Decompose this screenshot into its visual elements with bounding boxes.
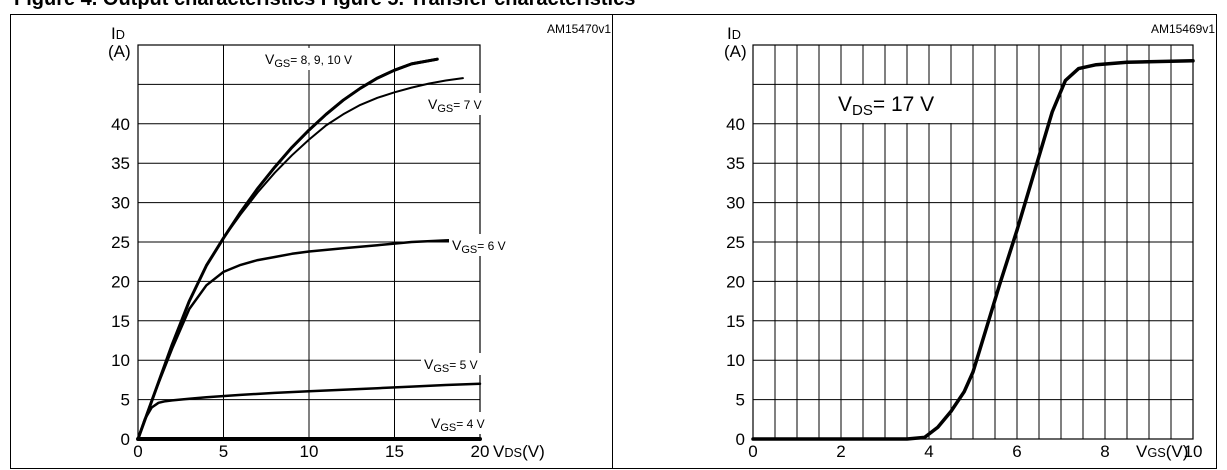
y-tick-label: 30 <box>726 194 745 213</box>
series-label: VGS= 7 V <box>428 96 482 115</box>
y-axis-label: ID <box>727 24 741 43</box>
series-line <box>137 77 464 440</box>
series-label-background <box>262 48 384 70</box>
series-line <box>136 57 439 441</box>
y-tick-label: 30 <box>111 194 130 213</box>
y-tick-label: 20 <box>726 272 745 291</box>
y-tick-label: 25 <box>726 233 745 252</box>
y-tick-label: 40 <box>726 115 745 134</box>
series-line <box>137 57 438 439</box>
series-line <box>137 59 438 441</box>
x-tick-label: 20 <box>471 442 490 461</box>
series-label-background <box>449 234 519 256</box>
y-tick-label: 35 <box>111 154 130 173</box>
figure-code: AM15469v1 <box>1151 22 1215 36</box>
y-tick-label: 10 <box>726 351 745 370</box>
x-tick-label: 0 <box>748 442 757 461</box>
y-tick-label: 15 <box>111 312 130 331</box>
y-tick-label: 25 <box>111 233 130 252</box>
figure-caption: Figure 4. Output characteristics Figure … <box>14 0 635 11</box>
y-tick-label: 15 <box>726 312 745 331</box>
y-tick-label: 5 <box>121 391 130 410</box>
x-tick-label: 15 <box>385 442 404 461</box>
x-axis-label: VGS(V) <box>1136 442 1188 461</box>
x-tick-label: 10 <box>300 442 319 461</box>
plot-frame <box>752 44 1194 440</box>
x-tick-label: 10 <box>1184 442 1203 461</box>
x-tick-label: 8 <box>1100 442 1109 461</box>
series-label: VGS= 4 V <box>431 415 485 434</box>
y-tick-label: 35 <box>726 154 745 173</box>
series-label-background <box>421 353 491 375</box>
series-line <box>136 238 470 441</box>
x-tick-label: 6 <box>1012 442 1021 461</box>
x-tick-label: 0 <box>133 442 142 461</box>
figure-caption-strip: Figure 4. Output characteristics Figure … <box>0 0 1227 14</box>
figure-code: AM15470v1 <box>547 22 611 36</box>
series-label-background <box>428 412 498 434</box>
x-tick-label: 2 <box>836 442 845 461</box>
y-tick-label: 0 <box>736 430 745 449</box>
series-label: VGS= 8, 9, 10 V <box>265 51 352 70</box>
series-label-background <box>425 93 495 115</box>
y-tick-label: 5 <box>736 391 745 410</box>
y-axis-unit: (A) <box>724 42 747 61</box>
vds-annotation: VDS= 17 V <box>838 93 934 119</box>
y-tick-label: 40 <box>111 115 130 134</box>
output-characteristics-chart: 0 5 10 15 20 25 30 35 40 0 5 10 15 20 ID(A) VDS(V) AM154… <box>108 22 611 461</box>
y-tick-label: 10 <box>111 351 130 370</box>
x-tick-label: 4 <box>924 442 933 461</box>
series-label: VGS= 6 V <box>452 237 506 256</box>
y-tick-label: 0 <box>121 430 130 449</box>
transfer-characteristics-panel: 0 5 10 15 20 25 30 35 40 0 2 4 6 8 10 ID (A) VGS(V) AM1546… <box>612 14 1217 469</box>
series-line <box>136 382 482 441</box>
x-tick-label: 5 <box>219 442 228 461</box>
transfer-characteristics-chart: 0 5 10 15 20 25 30 35 40 0 2 4 6 8 10 ID(A) VGS(V) AM1546… <box>724 22 1215 461</box>
annotation-background <box>826 85 954 123</box>
series-line <box>751 59 1195 441</box>
y-tick-label: 20 <box>111 272 130 291</box>
x-axis-label: VDS(V) <box>493 442 545 461</box>
output-characteristics-panel: 0 5 10 15 20 25 30 35 40 0 5 10 15 20 ID (A) VDS(V) AM154… <box>10 14 613 469</box>
y-axis-label: ID <box>111 24 125 43</box>
series-label: VGS= 5 V <box>424 356 478 375</box>
y-axis-unit: (A) <box>108 42 131 61</box>
